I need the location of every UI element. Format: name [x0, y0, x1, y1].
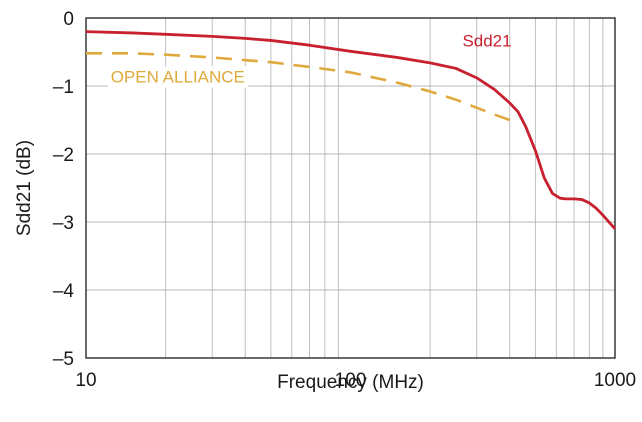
- series-label-background: [107, 66, 248, 88]
- y-tick-label: –2: [53, 145, 74, 166]
- series-layer: [85, 30, 617, 230]
- series-label-sdd21: Sdd21: [462, 32, 511, 51]
- grid: [86, 18, 615, 358]
- y-axis-title: Sdd21 (dB): [14, 140, 35, 236]
- tick-labels: 10 100 1000 0 –1 –2 –3 –4 –5: [53, 9, 636, 391]
- y-tick-label: –4: [53, 281, 75, 302]
- series-line-sdd21: [85, 30, 617, 230]
- x-tick-label: 100: [335, 370, 367, 391]
- y-tick-label: –1: [53, 77, 74, 98]
- x-tick-label: 1000: [594, 370, 636, 391]
- x-tick-label: 10: [75, 370, 96, 391]
- series-line-open-alliance: [86, 52, 516, 124]
- x-axis-title: Frequency (MHz): [277, 372, 424, 393]
- y-tick-label: –5: [53, 349, 74, 370]
- series-label-open-alliance: OPEN ALLIANCE: [111, 68, 245, 87]
- plot-frame: [85, 17, 616, 359]
- y-tick-label: –3: [53, 213, 74, 234]
- y-tick-label: 0: [63, 9, 74, 30]
